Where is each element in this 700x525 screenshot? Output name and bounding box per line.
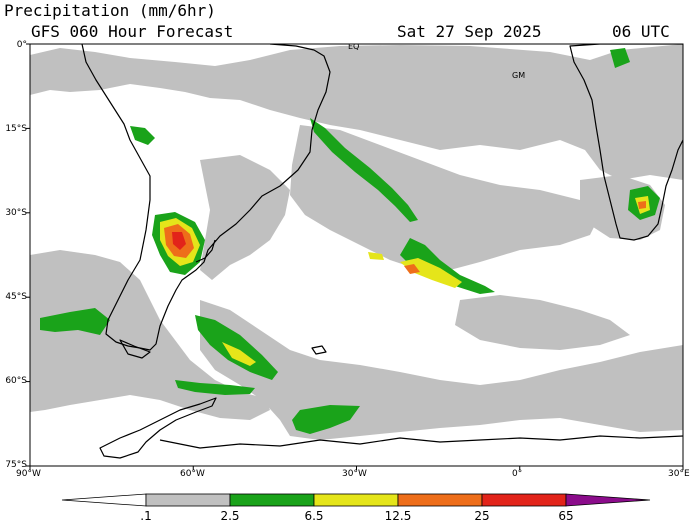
extreme-precip-areas xyxy=(172,232,186,250)
valid-time-label: 06 UTC xyxy=(612,22,670,41)
colorbar-segment xyxy=(481,493,567,507)
colorbar-segment xyxy=(565,493,651,507)
moderate-precip-areas xyxy=(40,48,660,434)
lat-label-15s: 15°S xyxy=(5,124,27,134)
colorbar-label: .1 xyxy=(140,509,152,523)
colorbar-segment xyxy=(313,493,399,507)
valid-date-label: Sat 27 Sep 2025 xyxy=(397,22,542,41)
light-precip-areas xyxy=(30,44,683,440)
coastlines xyxy=(81,44,683,459)
map-title: Precipitation (mm/6hr) xyxy=(4,1,216,20)
colorbar-label: 12.5 xyxy=(384,509,412,523)
lon-label-60w: 60°W xyxy=(180,469,205,479)
colorbar-label: 2.5 xyxy=(220,509,240,523)
colorbar-label: 65 xyxy=(558,509,574,523)
lat-label-60s: 60°S xyxy=(5,376,27,386)
model-forecast-label: GFS 060 Hour Forecast xyxy=(31,22,234,41)
lat-label-0: 0° xyxy=(16,40,27,50)
lon-label-30e: 30°E xyxy=(668,469,690,479)
colorbar-label: 6.5 xyxy=(304,509,324,523)
axis-ticks xyxy=(26,43,684,470)
colorbar-label: 25 xyxy=(474,509,490,523)
equator-label: EQ xyxy=(348,42,359,51)
lon-label-30w: 30°W xyxy=(342,469,367,479)
colorbar-segment xyxy=(145,493,231,507)
colorbar-segment xyxy=(397,493,483,507)
lat-label-45s: 45°S xyxy=(5,292,27,302)
colorbar-segment xyxy=(229,493,315,507)
lat-label-75s: 75°S xyxy=(5,460,27,470)
lat-label-30s: 30°S xyxy=(5,208,27,218)
greenwich-label: GM xyxy=(512,71,525,80)
lon-label-0: 0° xyxy=(512,469,523,479)
lon-label-90w: 90°W xyxy=(16,469,41,479)
colorbar-segment xyxy=(61,493,147,507)
